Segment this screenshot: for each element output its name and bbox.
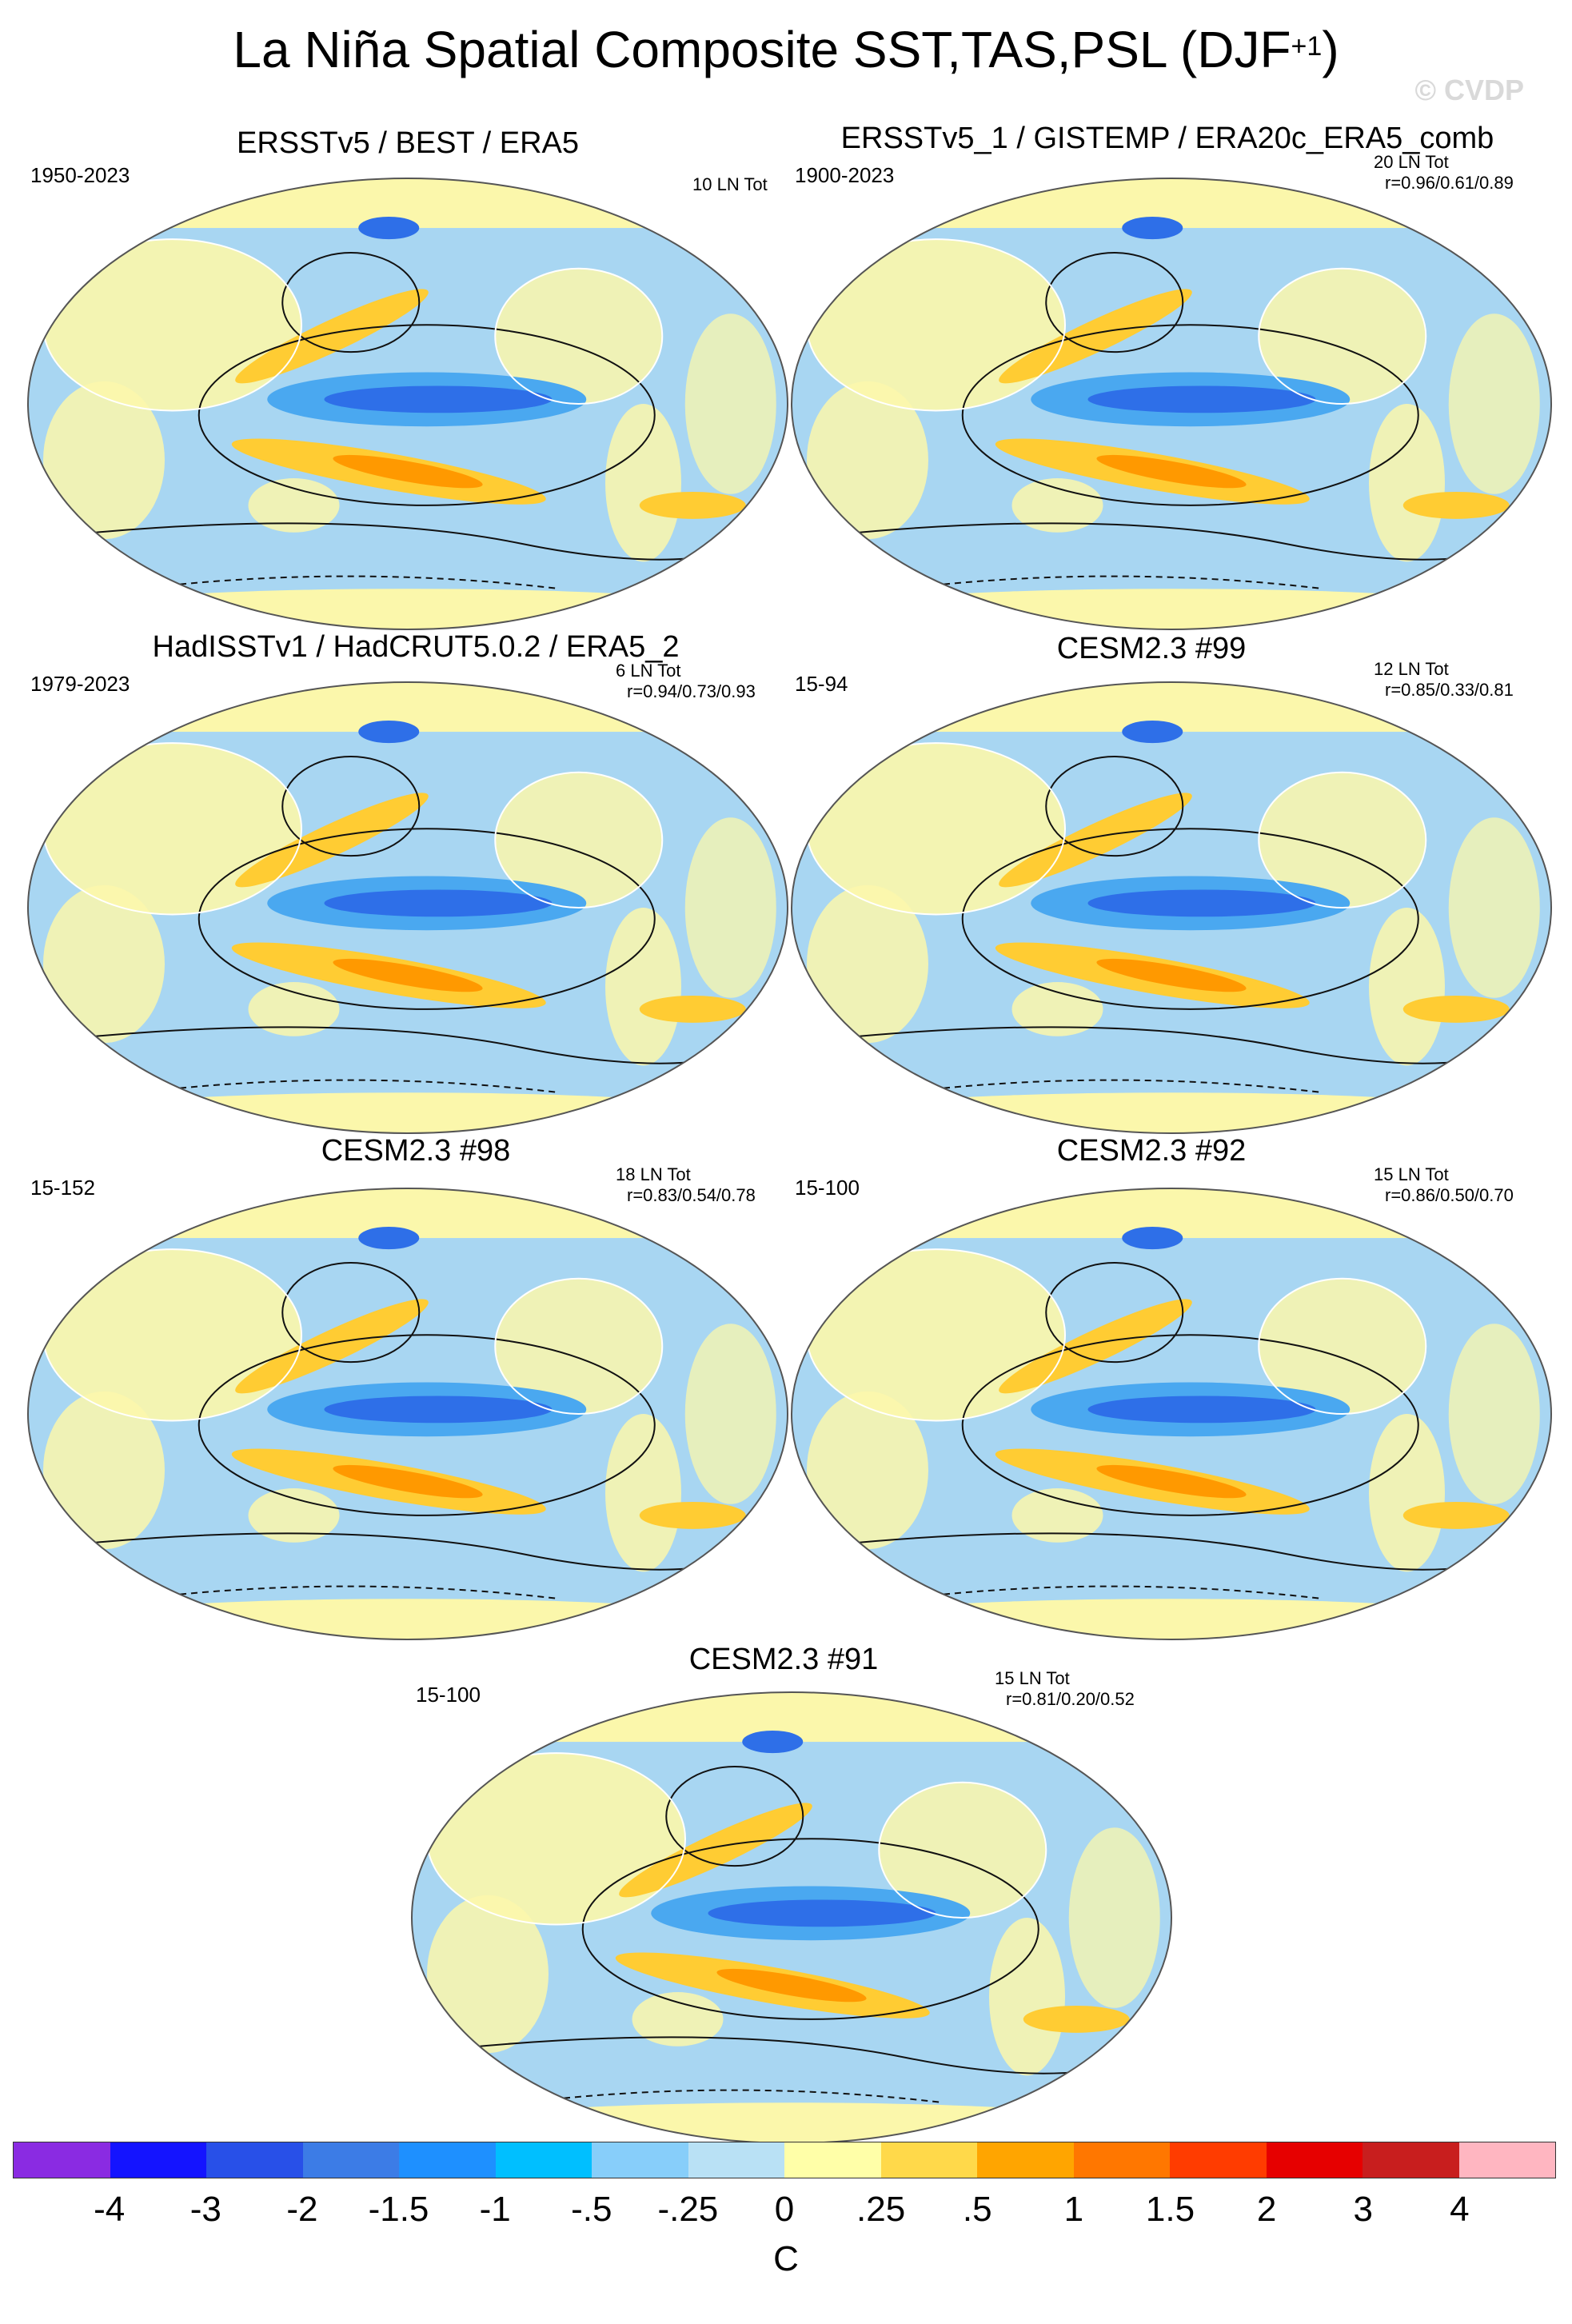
panel-count: 10 LN Tot bbox=[692, 174, 768, 195]
colorbar-swatch bbox=[880, 2142, 977, 2178]
colorbar-swatch bbox=[1073, 2142, 1170, 2178]
world-map bbox=[27, 681, 788, 1134]
colorbar-swatch bbox=[1458, 2142, 1555, 2178]
colorbar-swatch bbox=[399, 2142, 496, 2178]
cvdp-watermark: © CVDP bbox=[1414, 74, 1524, 106]
colorbar-tick-label: -.25 bbox=[657, 2190, 719, 2229]
figure-title-superscript: +1 bbox=[1291, 31, 1323, 62]
world-map bbox=[27, 1188, 788, 1640]
panel-event-count: 15 LN Tot bbox=[995, 1668, 1070, 1688]
panel-event-count: 12 LN Tot bbox=[1374, 659, 1449, 679]
colorbar-tick-label: 1.5 bbox=[1145, 2190, 1195, 2229]
colorbar-tick-label: -1.5 bbox=[368, 2190, 429, 2229]
panel-correlation: r=0.86/0.50/0.70 bbox=[1385, 1185, 1514, 1205]
panel-years: 15-100 bbox=[795, 1176, 860, 1200]
panel-count: 15 LN Tot r=0.86/0.50/0.70 bbox=[1374, 1164, 1514, 1206]
world-map bbox=[791, 681, 1552, 1134]
colorbar-tick-label: 3 bbox=[1353, 2190, 1373, 2229]
colorbar-swatch bbox=[592, 2142, 688, 2178]
colorbar-tick-label: -.5 bbox=[571, 2190, 612, 2229]
panel-correlation: r=0.83/0.54/0.78 bbox=[627, 1185, 756, 1205]
colorbar bbox=[13, 2142, 1556, 2178]
colorbar-swatch bbox=[977, 2142, 1074, 2178]
world-map bbox=[791, 1188, 1552, 1640]
panel-years: 1979-2023 bbox=[30, 672, 130, 696]
world-map bbox=[411, 1691, 1172, 2144]
panel-event-count: 10 LN Tot bbox=[692, 174, 768, 194]
world-map bbox=[791, 178, 1552, 630]
world-map bbox=[27, 178, 788, 630]
colorbar-tick-label: 4 bbox=[1450, 2190, 1470, 2229]
colorbar-swatch bbox=[14, 2142, 110, 2178]
panel-title: CESM2.3 #91 bbox=[688, 1643, 879, 1676]
panel-event-count: 6 LN Tot bbox=[616, 661, 681, 681]
colorbar-swatch bbox=[1363, 2142, 1459, 2178]
colorbar-unit: C bbox=[773, 2239, 799, 2278]
panel-years: 15-94 bbox=[795, 672, 848, 696]
colorbar-tick-label: -1 bbox=[479, 2190, 511, 2229]
figure-title-main: La Niña Spatial Composite SST,TAS,PSL (D… bbox=[233, 21, 1291, 78]
panel-count: 12 LN Tot r=0.85/0.33/0.81 bbox=[1374, 659, 1514, 701]
panel-event-count: 18 LN Tot bbox=[616, 1164, 691, 1184]
panel-title: HadISSTv1 / HadCRUT5.0.2 / ERA5_2 bbox=[152, 630, 680, 664]
colorbar-tick-label: 1 bbox=[1063, 2190, 1084, 2229]
colorbar-swatch bbox=[495, 2142, 592, 2178]
colorbar-swatch bbox=[302, 2142, 399, 2178]
colorbar-tick-label: .25 bbox=[856, 2190, 906, 2229]
panel-years: 1900-2023 bbox=[795, 163, 895, 187]
panel-count: 6 LN Tot r=0.94/0.73/0.93 bbox=[616, 661, 756, 702]
panel-count: 18 LN Tot r=0.83/0.54/0.78 bbox=[616, 1164, 756, 1206]
colorbar-swatch bbox=[784, 2142, 881, 2178]
panel-title: CESM2.3 #98 bbox=[321, 1134, 511, 1168]
panel-count: 15 LN Tot r=0.81/0.20/0.52 bbox=[995, 1668, 1135, 1710]
panel-years: 15-100 bbox=[416, 1683, 481, 1707]
panel-title: ERSSTv5_1 / GISTEMP / ERA20c_ERA5_comb bbox=[840, 122, 1494, 155]
panel-count: 20 LN Tot r=0.96/0.61/0.89 bbox=[1374, 152, 1514, 194]
panel-title: CESM2.3 #99 bbox=[1056, 632, 1247, 665]
colorbar-swatch bbox=[1266, 2142, 1363, 2178]
panel-title: CESM2.3 #92 bbox=[1056, 1134, 1247, 1168]
panel-correlation: r=0.96/0.61/0.89 bbox=[1385, 173, 1514, 193]
panel-years: 15-152 bbox=[30, 1176, 95, 1200]
colorbar-tick-label: -4 bbox=[94, 2190, 126, 2229]
panel-years: 1950-2023 bbox=[30, 163, 130, 187]
figure-title: La Niña Spatial Composite SST,TAS,PSL (D… bbox=[0, 18, 1572, 82]
colorbar-swatch bbox=[1170, 2142, 1267, 2178]
colorbar-tick-label: .5 bbox=[962, 2190, 992, 2229]
colorbar-swatch bbox=[110, 2142, 206, 2178]
panel-event-count: 20 LN Tot bbox=[1374, 152, 1449, 172]
panel-correlation: r=0.85/0.33/0.81 bbox=[1385, 680, 1514, 700]
colorbar-swatch bbox=[688, 2142, 784, 2178]
panel-correlation: r=0.81/0.20/0.52 bbox=[1006, 1689, 1135, 1709]
colorbar-swatch bbox=[206, 2142, 303, 2178]
colorbar-tick-label: -2 bbox=[286, 2190, 318, 2229]
figure-title-close: ) bbox=[1322, 21, 1339, 78]
colorbar-tick-label: -3 bbox=[190, 2190, 221, 2229]
colorbar-tick-label: 0 bbox=[774, 2190, 795, 2229]
panel-title: ERSSTv5 / BEST / ERA5 bbox=[236, 126, 579, 160]
colorbar-tick-label: 2 bbox=[1256, 2190, 1277, 2229]
panel-correlation: r=0.94/0.73/0.93 bbox=[627, 681, 756, 701]
panel-event-count: 15 LN Tot bbox=[1374, 1164, 1449, 1184]
